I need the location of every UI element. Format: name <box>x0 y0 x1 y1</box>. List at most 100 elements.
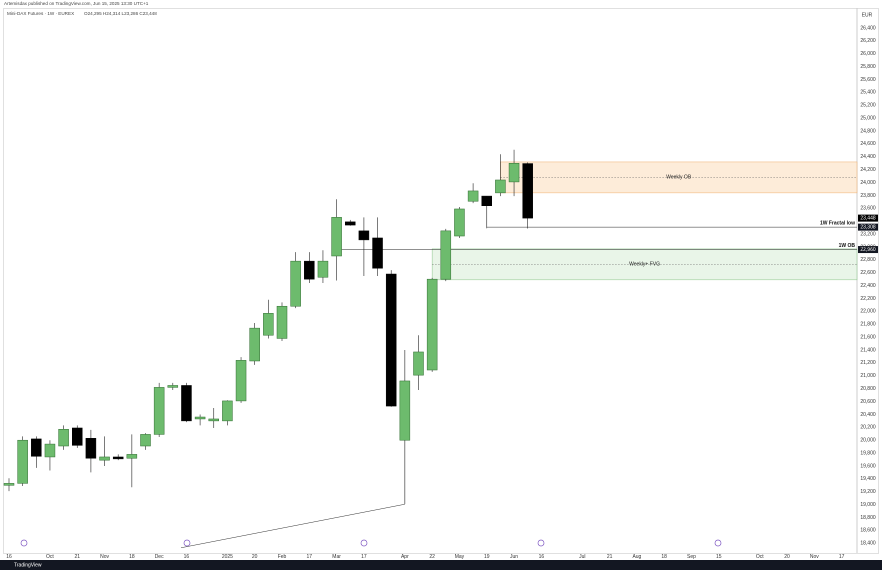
x-tick-label: Nov <box>100 554 109 560</box>
y-tick-label: 21,400 <box>860 347 876 353</box>
symbol: Mini-DAX Futures · 1W · EUREX <box>7 11 74 16</box>
x-tick-label: 15 <box>716 554 722 560</box>
y-tick-label: 22,400 <box>860 283 876 289</box>
x-tick-label: Apr <box>401 554 409 560</box>
candle-body <box>385 273 397 407</box>
y-tick-label: 24,400 <box>860 154 876 160</box>
candle-body <box>358 230 370 241</box>
x-tick-label: 16 <box>6 554 12 560</box>
x-tick-label: 16 <box>539 554 545 560</box>
y-tick-label: 25,000 <box>860 115 876 121</box>
candle-body <box>167 385 179 388</box>
y-tick-label: 19,600 <box>860 463 876 469</box>
y-tick-label: 25,800 <box>860 64 876 70</box>
candle-body <box>208 418 219 422</box>
y-tick-label: 20,200 <box>860 425 876 431</box>
candle-body <box>222 400 233 422</box>
candle-body <box>317 260 329 278</box>
candle-body <box>235 360 247 402</box>
candle-body <box>372 237 383 269</box>
zone-label: Weekly OB <box>666 175 692 181</box>
x-tick-label: Jul <box>579 554 585 560</box>
x-tick-label: Nov <box>810 554 819 560</box>
y-tick-label: 19,400 <box>860 476 876 482</box>
y-tick-label: 18,800 <box>860 515 876 521</box>
event-icons <box>20 539 722 547</box>
candle-body <box>194 416 206 420</box>
level-label: 1W Fractal low <box>820 220 855 226</box>
y-tick-label: 21,000 <box>860 373 876 379</box>
y-tick-label: 21,800 <box>860 322 876 328</box>
x-tick-label: 16 <box>184 554 190 560</box>
x-tick-label: 21 <box>74 554 80 560</box>
y-tick-label: 25,200 <box>860 103 876 109</box>
y-tick-label: 19,800 <box>860 450 876 456</box>
candle-body <box>249 327 260 362</box>
x-tick-label: 18 <box>129 554 135 560</box>
x-tick-label: 20 <box>784 554 790 560</box>
event-icon <box>183 539 191 547</box>
y-tick-label: 24,800 <box>860 128 876 134</box>
event-icon <box>360 539 368 547</box>
candle-body <box>467 190 479 202</box>
candle-body <box>413 351 424 376</box>
y-tick-label: 26,000 <box>860 51 876 57</box>
x-tick-label: 17 <box>361 554 367 560</box>
candle-body <box>276 305 288 339</box>
trendline <box>180 503 405 549</box>
y-tick-label: 20,800 <box>860 386 876 392</box>
price-label: 23,308 <box>860 224 876 230</box>
candle-body <box>126 454 138 459</box>
y-tick-label: 21,200 <box>860 360 876 366</box>
y-tick-label: 23,200 <box>860 231 876 237</box>
candle-body <box>44 443 56 458</box>
x-tick-label: Dec <box>155 554 164 560</box>
candle-body <box>58 429 69 447</box>
candle-body <box>440 230 452 280</box>
candle-body <box>522 163 533 219</box>
candle-body <box>153 387 165 435</box>
y-tick-label: 18,600 <box>860 528 876 534</box>
y-tick-label: 26,200 <box>860 38 876 44</box>
x-tick-label: May <box>455 554 465 560</box>
y-tick-label: 20,600 <box>860 399 876 405</box>
candle-body <box>99 456 110 461</box>
candle-body <box>31 438 42 457</box>
y-tick-label: 22,600 <box>860 270 876 276</box>
event-icon <box>20 539 28 547</box>
candle-body <box>495 179 506 194</box>
price-label-box <box>858 223 878 231</box>
candle-body <box>263 313 274 336</box>
y-tick-label: 23,800 <box>860 193 876 199</box>
x-tick-label: 17 <box>307 554 313 560</box>
price-label: 22,960 <box>860 247 876 253</box>
zone-label: Weekly+ FVG <box>629 262 660 268</box>
candle-body <box>290 260 301 307</box>
x-tick-label: 18 <box>661 554 667 560</box>
candle-body <box>399 380 411 441</box>
candle-body <box>426 278 438 371</box>
x-tick-label: 20 <box>252 554 258 560</box>
candle-body <box>85 438 97 459</box>
candle-body <box>181 385 192 422</box>
candle-body <box>454 208 465 237</box>
y-tick-label: 26,400 <box>860 25 876 31</box>
x-tick-label: 22 <box>429 554 435 560</box>
y-tick-label: 24,200 <box>860 167 876 173</box>
y-tick-label: 22,000 <box>860 309 876 315</box>
y-tick-label: 24,000 <box>860 180 876 186</box>
x-tick-label: Oct <box>756 554 764 560</box>
y-tick-label: 20,000 <box>860 438 876 444</box>
y-tick-label: 19,000 <box>860 502 876 508</box>
event-icon <box>537 539 545 547</box>
y-tick-label: 25,600 <box>860 77 876 83</box>
candle-body <box>481 195 492 206</box>
y-tick-label: 22,800 <box>860 257 876 263</box>
x-tick-label: Sep <box>687 554 696 560</box>
x-tick-label: 21 <box>607 554 613 560</box>
x-tick-label: 17 <box>839 554 845 560</box>
header: Artemisdax published on TradingView.com,… <box>4 1 149 6</box>
currency: EUR <box>862 12 873 18</box>
